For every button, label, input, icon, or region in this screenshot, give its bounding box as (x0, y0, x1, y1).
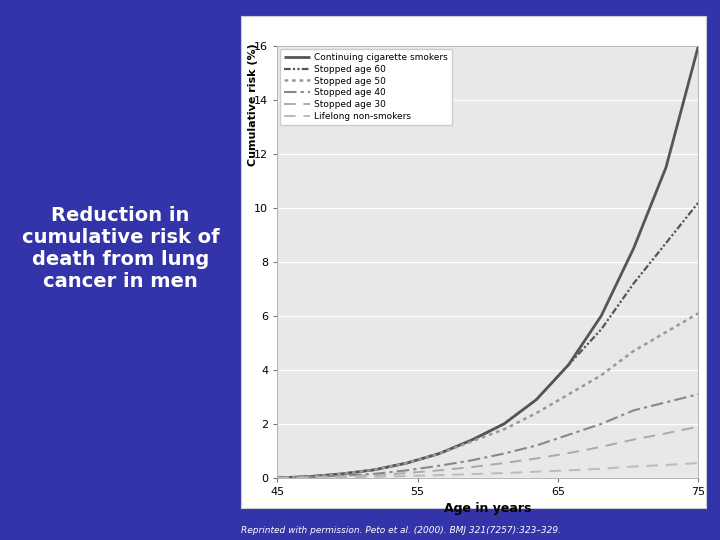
Legend: Continuing cigarette smokers, Stopped age 60, Stopped age 50, Stopped age 40, St: Continuing cigarette smokers, Stopped ag… (280, 49, 452, 125)
Text: Reduction in
cumulative risk of
death from lung
cancer in men: Reduction in cumulative risk of death fr… (22, 206, 219, 291)
Text: Cumulative risk (%): Cumulative risk (%) (248, 43, 258, 166)
Text: Reprinted with permission. Peto et al. (2000). BMJ 321(7257):323–329.: Reprinted with permission. Peto et al. (… (241, 525, 561, 535)
X-axis label: Age in years: Age in years (444, 503, 531, 516)
